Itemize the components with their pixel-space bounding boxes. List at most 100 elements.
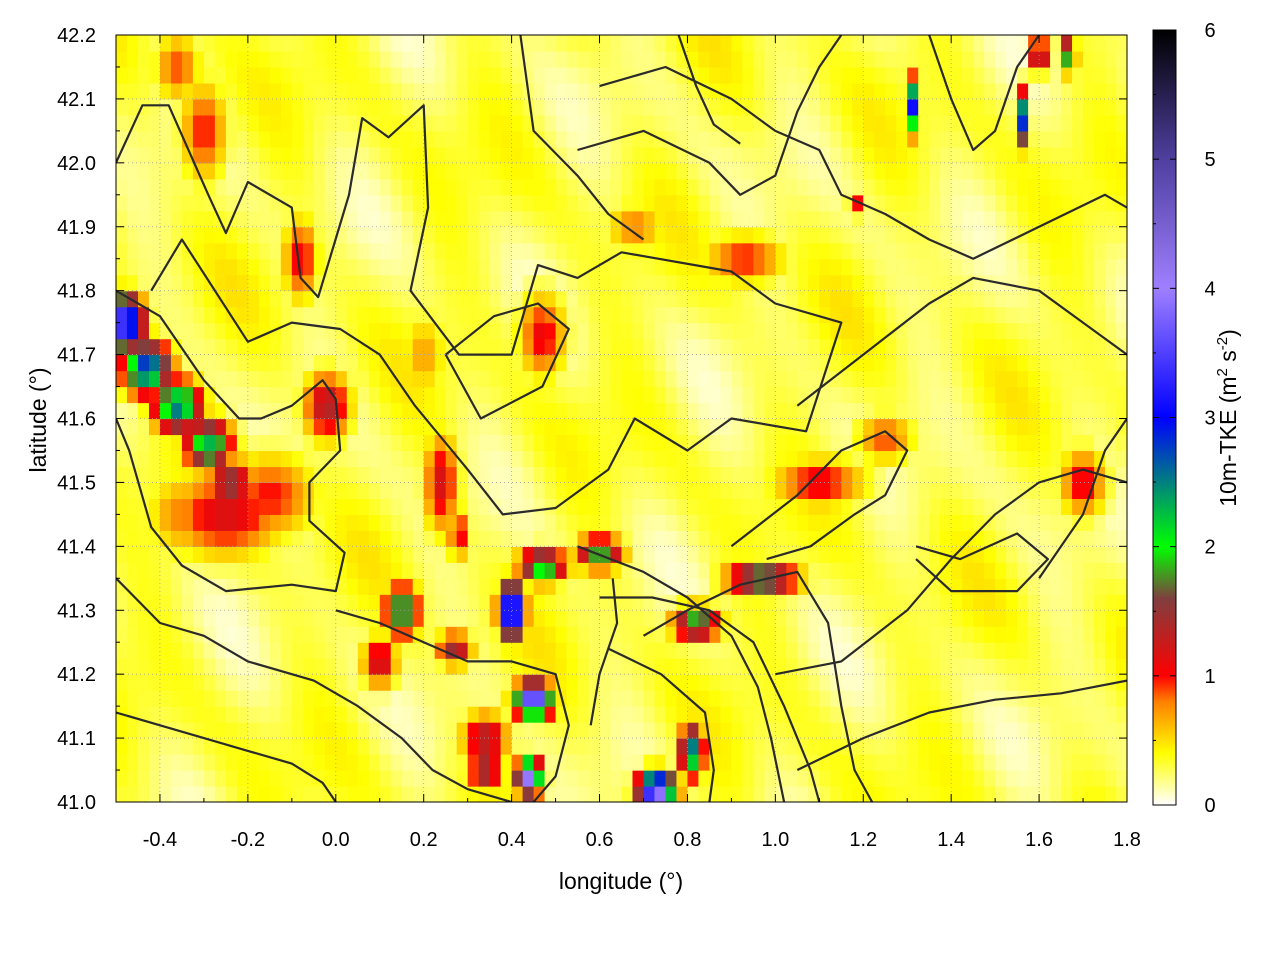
heatmap-cell [995,626,1007,643]
heatmap-cell [401,754,414,771]
heatmap-cell [1072,130,1084,148]
heatmap-cell [1028,338,1040,356]
heatmap-cell [632,290,645,308]
heatmap-cell [368,514,381,531]
heatmap-cell [775,610,787,627]
heatmap-cell [291,546,304,563]
terrain-contour-line [599,596,821,802]
heatmap-cell [764,786,776,802]
heatmap-cell [599,258,612,276]
heatmap-cell [291,402,304,420]
heatmap-cell [302,130,315,148]
heatmap-cell [731,690,743,707]
heatmap-cell [588,226,601,244]
heatmap-cell [1116,578,1127,595]
heatmap-cell [1083,386,1095,404]
heatmap-cell [610,194,623,212]
heatmap-cell [148,466,161,484]
heatmap-cell [1006,498,1018,515]
heatmap-cell [951,754,963,771]
heatmap-cell [929,562,941,579]
heatmap-cell [522,530,535,547]
heatmap-cell [401,82,414,100]
heatmap-cell [302,610,315,627]
heatmap-cell [544,35,557,52]
heatmap-cell [258,98,271,116]
heatmap-cell [786,562,798,579]
heatmap-cell [555,754,568,771]
heatmap-cell [258,370,271,388]
heatmap-cell [214,530,227,547]
heatmap-cell [896,290,908,308]
heatmap-cell [478,642,491,659]
heatmap-cell [225,770,238,787]
heatmap-cell [621,322,634,340]
heatmap-cell [874,562,886,579]
heatmap-cell [819,98,831,116]
heatmap-cell [258,786,271,802]
heatmap-cell [159,66,172,84]
heatmap-cell [698,338,711,356]
heatmap-cell [918,594,930,611]
heatmap-cell [335,610,348,627]
heatmap-cell [269,242,282,260]
heatmap-cell [258,178,271,196]
heatmap-cell [984,146,996,164]
heatmap-cell [951,370,963,388]
heatmap-cell [1050,610,1062,627]
heatmap-cell [621,98,634,116]
heatmap-cell [676,210,689,228]
heatmap-cell [445,706,458,723]
heatmap-cell [951,578,963,595]
heatmap-cell [841,386,853,404]
heatmap-cell [709,610,721,627]
heatmap-cell [731,402,743,420]
heatmap-cell [676,546,689,563]
heatmap-cell [742,386,754,404]
heatmap-cell [522,610,535,627]
heatmap-cell [775,594,787,611]
heatmap-cell [929,594,941,611]
heatmap-cell [577,35,590,52]
heatmap-cell [401,418,414,436]
heatmap-cell [1116,162,1127,180]
heatmap-cell [170,786,183,802]
heatmap-cell [962,210,974,228]
heatmap-cell [1006,626,1018,643]
heatmap-cell [280,290,293,308]
heatmap-cell [116,98,128,116]
heatmap-cell [885,146,897,164]
heatmap-cell [1105,578,1117,595]
heatmap-cell [291,498,304,515]
heatmap-cell [181,338,194,356]
heatmap-cell [819,450,831,468]
heatmap-cell [1061,82,1073,100]
heatmap-cell [214,674,227,691]
heatmap-cell [346,178,359,196]
heatmap-cell [544,610,557,627]
heatmap-cell [863,50,875,68]
x-tick-label: 1.8 [1113,829,1141,851]
heatmap-cell [533,370,546,388]
heatmap-cell [302,722,315,739]
heatmap-cell [808,562,820,579]
heatmap-cell [1061,306,1073,324]
heatmap-cell [1072,50,1084,68]
heatmap-cell [390,242,403,260]
heatmap-cell [313,642,326,659]
heatmap-cell [1006,738,1018,755]
heatmap-cell [533,162,546,180]
heatmap-cell [533,770,546,787]
heatmap-cell [511,466,524,484]
heatmap-cell [555,450,568,468]
heatmap-cell [522,226,535,244]
heatmap-cell [148,642,161,659]
heatmap-cell [258,466,271,484]
heatmap-cell [709,690,721,707]
heatmap-cell [973,530,985,547]
heatmap-cell [116,370,128,388]
heatmap-cell [731,610,743,627]
heatmap-cell [973,146,985,164]
heatmap-cell [1039,178,1051,196]
heatmap-cell [874,66,886,84]
